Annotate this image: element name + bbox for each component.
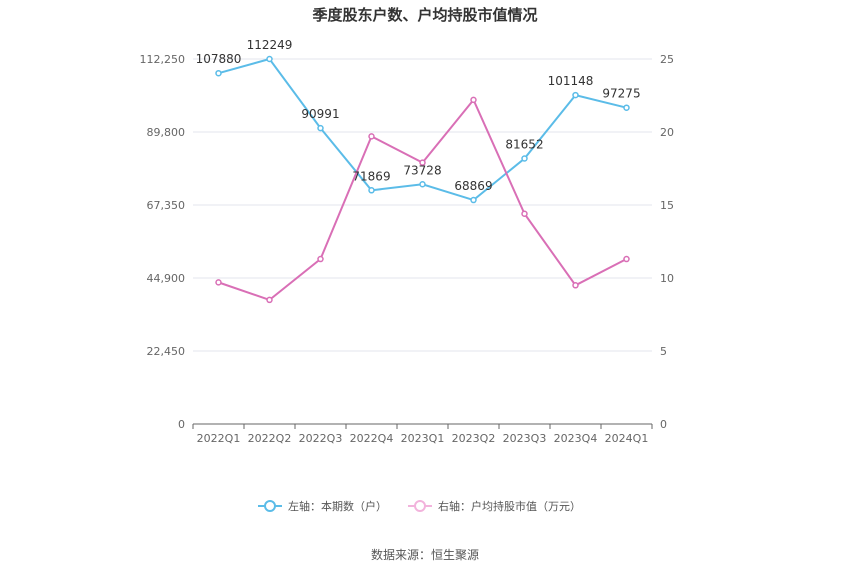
data-source: 数据来源：恒生聚源 bbox=[371, 547, 479, 562]
legend: 左轴：本期数（户） 右轴：户均持股市值（万元） bbox=[258, 499, 581, 513]
series-1-point bbox=[521, 210, 528, 218]
y-left-tick-label: 22,450 bbox=[147, 345, 186, 358]
data-label: 107880 bbox=[196, 52, 242, 66]
legend-marker-left bbox=[264, 500, 276, 512]
y-right-tick-label: 5 bbox=[660, 345, 667, 358]
x-tick-label: 2024Q1 bbox=[605, 432, 649, 445]
y-right-tick-label: 15 bbox=[660, 199, 674, 212]
data-label: 97275 bbox=[602, 87, 640, 101]
data-label: 73728 bbox=[403, 163, 441, 177]
y-right-tick-label: 25 bbox=[660, 53, 674, 66]
data-label: 81652 bbox=[505, 137, 543, 151]
series-1-point bbox=[215, 279, 222, 286]
data-label: 101148 bbox=[548, 74, 594, 88]
y-left-tick-label: 67,350 bbox=[147, 199, 186, 212]
y-left-tick-label: 0 bbox=[178, 418, 185, 431]
series-0-point bbox=[215, 69, 222, 77]
y-left-tick-label: 44,900 bbox=[147, 272, 186, 285]
data-label: 112249 bbox=[247, 38, 293, 52]
data-labels: 107880 112249 90991 71869 73728 68869 81652 101… bbox=[196, 38, 641, 193]
series-0-point bbox=[368, 187, 375, 194]
series-0-point bbox=[317, 124, 324, 132]
legend-label-left: 左轴：本期数（户） bbox=[288, 499, 387, 513]
data-label: 90991 bbox=[301, 107, 339, 121]
series-1-point bbox=[419, 159, 426, 166]
x-tick-label: 2023Q1 bbox=[401, 432, 445, 445]
series-1-point bbox=[317, 255, 324, 263]
series-1-point bbox=[470, 96, 477, 104]
x-tick-label: 2022Q2 bbox=[248, 432, 292, 445]
data-label: 68869 bbox=[454, 179, 492, 193]
y-right-tick-label: 20 bbox=[660, 126, 674, 139]
legend-marker-right bbox=[414, 500, 426, 512]
series-0-point bbox=[572, 91, 579, 99]
axes: 0 0 22,450 5 44,900 10 67,350 15 89,800 20 112,250… bbox=[140, 53, 675, 445]
y-right-tick-label: 10 bbox=[660, 272, 674, 285]
gridlines bbox=[193, 58, 652, 352]
series-1-point bbox=[266, 296, 273, 304]
series-0-point bbox=[623, 104, 630, 111]
series-1-point bbox=[368, 133, 375, 140]
legend-label-right: 右轴：户均持股市值（万元） bbox=[438, 499, 581, 513]
y-left-tick-label: 112,250 bbox=[140, 53, 186, 66]
x-tick-label: 2022Q3 bbox=[299, 432, 343, 445]
y-left-tick-label: 89,800 bbox=[147, 126, 186, 139]
y-right-tick-label: 0 bbox=[660, 418, 667, 431]
data-label: 71869 bbox=[352, 169, 390, 183]
series-0-point bbox=[419, 181, 426, 188]
x-tick-label: 2022Q1 bbox=[197, 432, 241, 445]
x-tick-label: 2023Q4 bbox=[554, 432, 598, 445]
series-0-point bbox=[470, 196, 477, 204]
series-0-point bbox=[521, 155, 528, 162]
series-0-point bbox=[266, 55, 273, 63]
series-1-point bbox=[572, 282, 579, 289]
series-line-1 bbox=[218, 97, 627, 302]
x-tick-label: 2022Q4 bbox=[350, 432, 394, 445]
series-layer bbox=[215, 55, 630, 304]
series-1-point bbox=[623, 255, 630, 263]
x-tick-label: 2023Q3 bbox=[503, 432, 547, 445]
x-tick-label: 2023Q2 bbox=[452, 432, 496, 445]
chart-title: 季度股东户数、户均持股市值情况 bbox=[312, 6, 537, 24]
